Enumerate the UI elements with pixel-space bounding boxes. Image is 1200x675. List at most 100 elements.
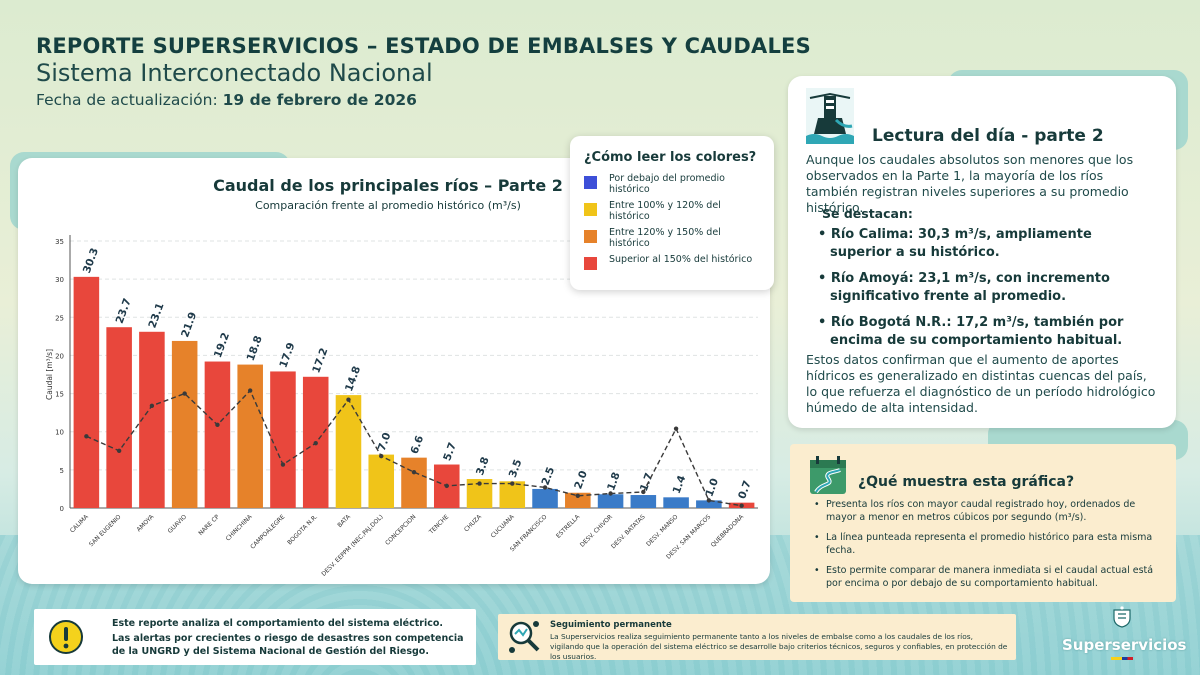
legend-swatch-120-150: [584, 230, 597, 243]
data-label: 2.5: [540, 465, 558, 487]
bar: [106, 327, 132, 508]
legend-title: ¿Cómo leer los colores?: [584, 150, 757, 165]
reading-outro: Estos datos confirman que el aumento de …: [806, 352, 1156, 415]
x-tick-label: GUAVIO: [167, 513, 189, 535]
monitoring-title: Seguimiento permanente: [550, 620, 672, 630]
chart-subtitle: Comparación frente al promedio histórico…: [255, 199, 521, 212]
legend-item: Entre 100% y 120% del histórico: [584, 200, 760, 222]
historical-average-point: [411, 469, 417, 475]
coat-of-arms-icon: [1113, 606, 1131, 628]
what-item: La línea punteada representa el promedio…: [812, 532, 1154, 557]
bar: [204, 361, 231, 508]
bar: [597, 494, 624, 508]
brand-name: Superservicios: [1062, 636, 1187, 654]
what-shows-card: ¿Qué muestra esta gráfica? Presenta los …: [790, 444, 1176, 602]
x-tick-label: AMOYA: [136, 513, 156, 533]
x-tick-label: DESV. BATATAS: [610, 513, 647, 550]
y-tick-label: 30: [55, 276, 64, 284]
historical-average-point: [444, 483, 449, 489]
data-label: 19.2: [212, 331, 232, 359]
legend-label: Superior al 150% del histórico: [609, 254, 753, 265]
x-tick-label: BATA: [336, 513, 352, 529]
historical-average-point: [608, 491, 613, 496]
alert-line-1: Este reporte analiza el comportamiento d…: [112, 618, 443, 629]
monitoring-note: Seguimiento permanente La Superservicios…: [498, 614, 1016, 661]
highlight-item: • Río Bogotá N.R.: 17,2 m³/s, también po…: [818, 315, 1124, 348]
historical-average-point: [247, 388, 253, 393]
bar: [532, 488, 558, 508]
historical-average-point: [706, 498, 712, 503]
reading-title: Lectura del día - parte 2: [872, 126, 1104, 146]
river-calendar-icon: [810, 456, 846, 494]
bar: [696, 500, 722, 508]
bar: [663, 497, 689, 508]
y-tick-label: 20: [55, 352, 64, 360]
y-tick-label: 25: [55, 314, 64, 322]
legend-label: Entre 120% y 150% del histórico: [609, 227, 721, 249]
flag-stripe: [1111, 657, 1133, 660]
data-label: 1.8: [605, 471, 623, 493]
y-tick-label: 35: [55, 238, 64, 246]
y-tick-label: 5: [60, 467, 64, 475]
legend-swatch-below: [584, 176, 597, 189]
historical-average-point: [84, 434, 89, 439]
highlight-item: • Río Amoyá: 23,1 m³/s, con incremento s…: [818, 271, 1110, 304]
bar: [73, 276, 100, 508]
data-label: 2.0: [572, 469, 590, 491]
data-label: 23.7: [114, 297, 134, 325]
historical-average-point: [379, 453, 384, 459]
data-label: 0.7: [736, 479, 754, 501]
historical-average-point: [641, 489, 646, 495]
bar: [270, 371, 296, 508]
y-axis-label: Caudal [m³/s]: [45, 349, 54, 400]
legend-item: Entre 120% y 150% del histórico: [584, 227, 760, 249]
historical-average-point: [182, 391, 187, 396]
data-label: 1.4: [671, 474, 689, 496]
x-tick-label: CAMPOALEGRE: [249, 513, 286, 550]
bar: [139, 331, 165, 508]
x-tick-label: CALIMA: [69, 513, 91, 535]
x-tick-label: SAN EUGENIO: [88, 513, 123, 548]
legend-label: Entre 100% y 120% del histórico: [609, 200, 721, 222]
bar: [565, 492, 591, 508]
data-label: 3.5: [507, 458, 525, 480]
data-label: 3.8: [474, 455, 492, 477]
chart-card: 0 5 10 15 20 25 30 35 Caudal [m³/s] 30.3 CALIMA 23.…: [18, 158, 770, 584]
legend-swatch-100-120: [584, 203, 597, 216]
bar: [630, 495, 657, 508]
highlight-item: • Río Calima: 30,3 m³/s, ampliamente sup…: [818, 227, 1092, 260]
daily-reading-card: Lectura del día - parte 2 Aunque los cau…: [788, 76, 1176, 428]
alert-note: Este reporte analiza el comportamiento d…: [34, 609, 476, 665]
x-tick-label: DESV. EEPPM (NEC,PAJ,DOL): [320, 513, 384, 577]
x-tick-label: CUCUANA: [490, 513, 517, 540]
x-tick-label: CHINCHINA: [225, 513, 255, 543]
historical-average-point: [313, 440, 318, 446]
legend-label: Por debajo del promedio histórico: [609, 173, 725, 195]
historical-average-point: [280, 462, 286, 467]
update-date-label: Fecha de actualización:: [36, 91, 218, 109]
y-tick-label: 10: [55, 429, 64, 437]
bar: [368, 454, 395, 508]
historical-average-point: [542, 485, 548, 490]
alert-line-2: Las alertas por crecientes o riesgo de d…: [112, 633, 464, 657]
historical-average-point: [739, 503, 744, 508]
what-item: Presenta los ríos con mayor caudal regis…: [812, 499, 1154, 524]
bar: [171, 340, 198, 508]
what-title: ¿Qué muestra esta gráfica?: [858, 474, 1075, 490]
historical-average-point: [673, 426, 679, 431]
reading-intro: Aunque los caudales absolutos son menore…: [806, 152, 1134, 215]
report-subtitle: Sistema Interconectado Nacional: [36, 59, 433, 87]
update-date: Fecha de actualización: 19 de febrero de…: [36, 91, 811, 109]
reading-highlights: • Río Calima: 30,3 m³/s, ampliamente sup…: [818, 226, 1152, 358]
legend-item: Superior al 150% del histórico: [584, 254, 760, 270]
report-header: REPORTE SUPERSERVICIOS – ESTADO DE EMBAL…: [36, 34, 811, 109]
historical-average-point: [149, 403, 155, 408]
historical-average-point: [575, 493, 581, 498]
warning-icon: [49, 620, 83, 654]
x-tick-label: QUEBRADONA: [710, 513, 746, 549]
monitoring-body: La Superservicios realiza seguimiento pe…: [550, 632, 1008, 661]
report-title: REPORTE SUPERSERVICIOS – ESTADO DE EMBAL…: [36, 34, 811, 58]
brand-logo: Superservicios: [1062, 606, 1187, 666]
update-date-value: 19 de febrero de 2026: [222, 91, 417, 109]
historical-average-point: [215, 422, 220, 428]
